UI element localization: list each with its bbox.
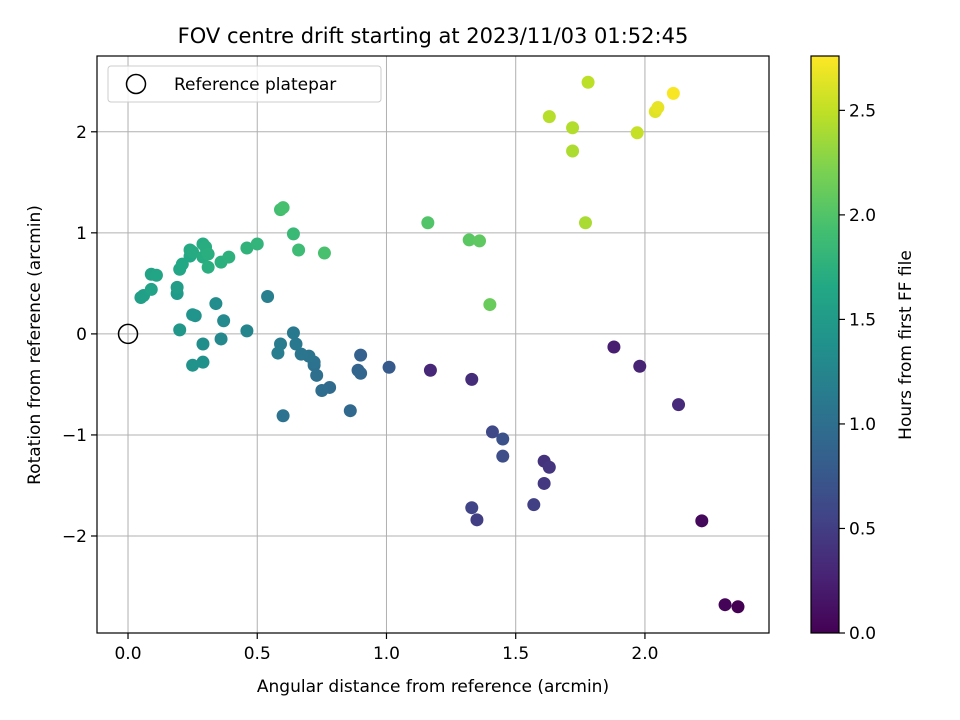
data-point — [170, 280, 184, 294]
chart-title: FOV centre drift starting at 2023/11/03 … — [178, 24, 689, 48]
data-point — [144, 282, 158, 296]
x-tick-label: 1.5 — [502, 644, 529, 664]
data-point — [483, 298, 497, 312]
data-point — [317, 246, 331, 260]
x-tick-label: 1.0 — [373, 644, 400, 664]
data-point — [315, 383, 329, 397]
data-point — [276, 201, 290, 215]
x-axis-ticks: 0.0 0.5 1.0 1.5 2.0 — [114, 633, 658, 664]
y-tick-label: −2 — [62, 527, 87, 547]
y-tick-label: 2 — [76, 123, 87, 143]
data-point — [343, 404, 357, 418]
data-point — [718, 598, 732, 612]
data-point — [173, 323, 187, 337]
data-point — [485, 425, 499, 439]
colorbar-ticks: 0.0 0.5 1.0 1.5 2.0 2.5 — [839, 101, 876, 644]
data-point — [250, 237, 264, 251]
colorbar — [810, 55, 840, 634]
reference-marker — [117, 323, 139, 345]
data-point — [470, 513, 484, 527]
data-point — [286, 326, 300, 340]
data-point — [186, 245, 200, 259]
data-point — [462, 233, 476, 247]
data-point — [271, 346, 285, 360]
grid-lines — [97, 56, 769, 633]
data-point — [542, 460, 556, 474]
data-point — [465, 501, 479, 515]
data-point — [527, 498, 541, 512]
data-point — [473, 234, 487, 248]
legend-label: Reference platepar — [174, 75, 336, 95]
data-point — [423, 363, 437, 377]
data-point — [214, 332, 228, 346]
data-point — [196, 355, 210, 369]
data-point — [217, 314, 231, 328]
x-axis-label: Angular distance from reference (arcmin) — [257, 677, 609, 697]
x-tick-label: 0.0 — [114, 644, 141, 664]
data-point — [175, 257, 189, 271]
data-point — [186, 358, 200, 372]
colorbar-tick-label: 0.5 — [849, 519, 876, 539]
data-point — [607, 340, 621, 354]
data-point — [286, 227, 300, 241]
y-axis-ticks: −2 −1 0 1 2 — [62, 123, 97, 547]
data-point — [633, 359, 647, 373]
data-point — [537, 476, 551, 490]
plot-frame — [96, 55, 770, 634]
colorbar-tick-label: 0.0 — [849, 624, 876, 644]
data-point — [201, 260, 215, 274]
data-point — [651, 101, 665, 115]
data-point — [289, 337, 303, 351]
data-point — [566, 144, 580, 158]
legend-box — [107, 65, 382, 103]
colorbar-tick-label: 1.5 — [849, 310, 876, 330]
data-point — [261, 290, 275, 304]
data-point — [672, 398, 686, 412]
data-point — [421, 216, 435, 230]
data-point — [382, 360, 396, 374]
colorbar-tick-label: 2.5 — [849, 101, 876, 121]
y-axis-label: Rotation from reference (arcmin) — [25, 205, 45, 485]
data-point — [630, 126, 644, 140]
data-point — [149, 268, 163, 282]
data-point — [496, 449, 510, 463]
data-point — [276, 409, 290, 423]
data-point — [354, 348, 368, 362]
x-tick-label: 0.5 — [244, 644, 271, 664]
legend-marker-open-circle — [125, 73, 147, 95]
colorbar-tick-label: 2.0 — [849, 206, 876, 226]
data-point — [222, 250, 236, 264]
data-point — [292, 243, 306, 257]
data-point — [354, 366, 368, 380]
data-point — [581, 75, 595, 89]
legend: Reference platepar — [107, 65, 382, 103]
data-point — [496, 432, 510, 446]
y-tick-label: 1 — [76, 224, 87, 244]
data-point — [201, 247, 215, 261]
x-tick-label: 2.0 — [631, 644, 658, 664]
data-points — [134, 75, 745, 614]
data-point — [209, 297, 223, 311]
data-point — [695, 514, 709, 528]
colorbar-tick-label: 1.0 — [849, 415, 876, 435]
data-point — [542, 110, 556, 124]
y-tick-label: −1 — [62, 426, 87, 446]
data-point — [196, 337, 210, 351]
data-point — [566, 121, 580, 135]
y-tick-label: 0 — [76, 325, 87, 345]
reference-platepar-marker — [117, 323, 139, 345]
data-point — [310, 368, 324, 382]
colorbar-label: Hours from first FF file — [896, 250, 916, 440]
data-point — [186, 308, 200, 322]
data-point — [294, 347, 308, 361]
data-point — [578, 216, 592, 230]
data-point — [240, 324, 254, 338]
data-point — [240, 241, 254, 255]
data-point — [731, 600, 745, 614]
data-point — [465, 372, 479, 386]
data-point — [666, 86, 680, 100]
